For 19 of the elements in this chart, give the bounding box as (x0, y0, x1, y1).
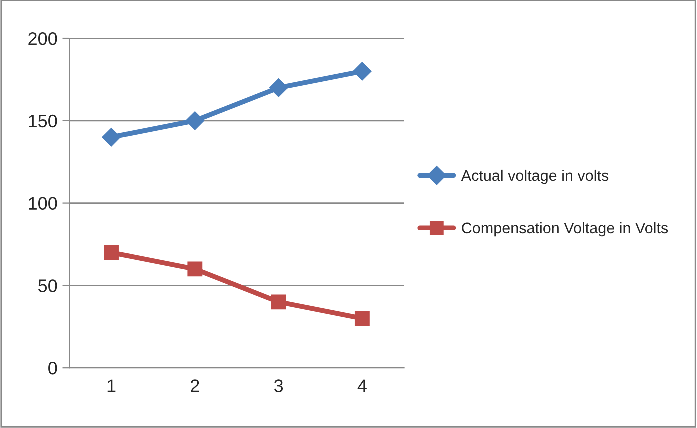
legend-label: Compensation Voltage in Volts (462, 222, 668, 237)
point (188, 262, 203, 277)
point (269, 78, 288, 98)
legend-label: Actual voltage in volts (461, 170, 609, 184)
point (102, 128, 121, 147)
y-tick-label: 100 (29, 197, 58, 210)
y-tick-label: 0 (48, 362, 58, 375)
point (353, 62, 372, 81)
point (271, 294, 286, 310)
x-tick-label: 4 (358, 380, 367, 392)
point (186, 112, 205, 130)
x-tick-label: 2 (191, 380, 200, 392)
x-tick-label: 1 (108, 380, 116, 392)
point (104, 245, 119, 260)
y-tick-label: 200 (28, 32, 58, 46)
y-tick-label: 50 (38, 280, 58, 292)
y-tick-label: 150 (29, 114, 58, 128)
x-tick-label: 3 (274, 380, 284, 392)
point (354, 311, 370, 326)
